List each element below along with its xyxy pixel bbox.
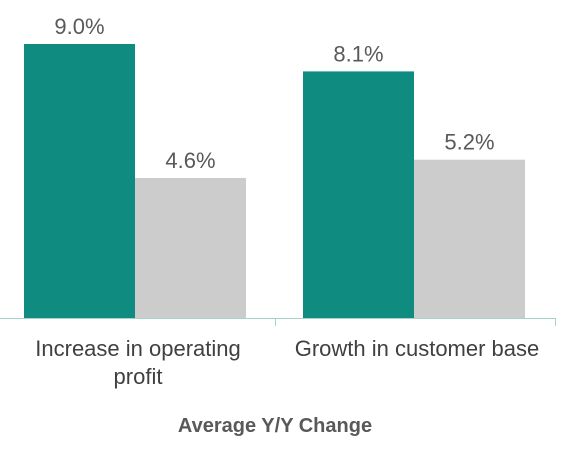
data-label-1-series-1: 9.0%: [54, 14, 104, 39]
x-axis-title: Average Y/Y Change: [178, 415, 372, 437]
bars-group: [24, 44, 525, 319]
data-label-2-series-2: 5.2%: [444, 130, 494, 155]
bar-2-series-1: [303, 71, 414, 319]
data-label-1-series-2: 4.6%: [165, 148, 215, 173]
x-axis: [0, 318, 556, 326]
data-labels-group: 9.0% 4.6% 8.1% 5.2%: [54, 14, 494, 173]
category-label-2-line-1: Growth in customer base: [295, 336, 540, 361]
data-label-2-series-1: 8.1%: [333, 41, 383, 66]
bar-2-series-2: [414, 159, 525, 318]
category-label-1-line-1: Increase in operating: [35, 336, 240, 361]
bar-1-series-1: [24, 44, 135, 318]
bar-1-series-2: [135, 177, 246, 318]
category-label-1-line-2: profit: [114, 364, 163, 389]
category-labels-group: Increase in operating profit Growth in cus…: [35, 336, 539, 389]
